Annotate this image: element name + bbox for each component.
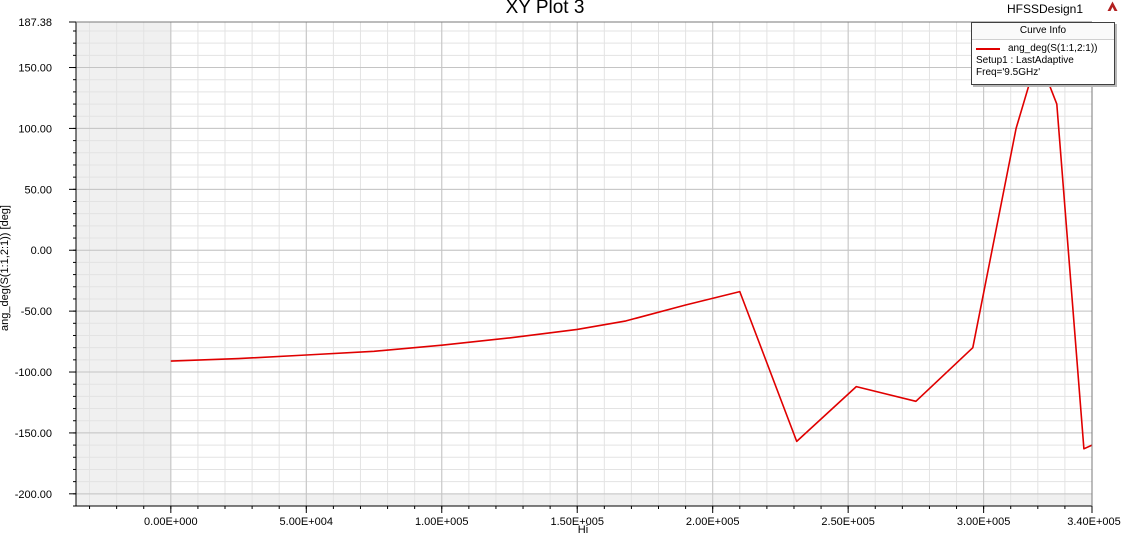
legend-header: Curve Info (972, 23, 1114, 40)
x-tick-label: 5.00E+004 (280, 516, 334, 528)
y-tick-label: 50.00 (24, 184, 52, 196)
y-tick-label: -100.00 (15, 367, 52, 379)
shaded-region (76, 22, 171, 506)
y-tick-label: 150.00 (18, 63, 52, 75)
ansys-logo-icon (1107, 1, 1118, 11)
x-tick-label: 3.00E+005 (957, 516, 1011, 528)
shaded-region (76, 493, 1092, 506)
x-tick-labels: 0.00E+000 5.00E+004 1.00E+005 1.50E+005 2.00… (144, 516, 1121, 528)
legend-swatch (976, 47, 1000, 50)
y-tick-label: -200.00 (15, 489, 52, 501)
x-tick-label: 1.50E+005 (550, 516, 604, 528)
y-tick-label: -150.00 (15, 428, 52, 440)
x-tick-label: 3.40E+005 (1067, 516, 1121, 528)
x-tick-label: 1.00E+005 (415, 516, 469, 528)
design-name: HFSSDesign1 (1007, 2, 1084, 16)
axes (69, 21, 1093, 513)
y-tick-label: 0.00 (31, 245, 52, 257)
legend-entry[interactable]: ang_deg(S(1:1,2:1)) (972, 42, 1114, 55)
plot-area-fill (76, 22, 1092, 506)
chart-title: XY Plot 3 (505, 0, 585, 18)
legend-setup-label: Setup1 : LastAdaptive (976, 55, 1074, 66)
grid (76, 21, 1093, 507)
x-axis-label: Hi (577, 524, 589, 536)
plot-background (76, 22, 1092, 506)
x-tick-label: 2.50E+005 (821, 516, 875, 528)
x-tick-label: 2.00E+005 (686, 516, 740, 528)
x-tick-label: 0.00E+000 (144, 516, 198, 528)
y-tick-label: -50.00 (21, 306, 52, 318)
y-tick-label: 100.00 (18, 123, 52, 135)
legend-freq-label: Freq='9.5GHz' (976, 67, 1041, 78)
y-tick-labels: 187.38 150.00 100.00 50.00 0.00 -50.00 -100.00… (15, 17, 52, 501)
y-axis-label: ang_deg(S(1:1,2:1)) [deg] (0, 205, 11, 331)
y-tick-label: 187.38 (18, 17, 52, 29)
curve-info-legend[interactable]: Curve Info ang_deg(S(1:1,2:1)) Setup1 : … (971, 22, 1115, 85)
legend-series-label: ang_deg(S(1:1,2:1)) (1008, 43, 1098, 54)
